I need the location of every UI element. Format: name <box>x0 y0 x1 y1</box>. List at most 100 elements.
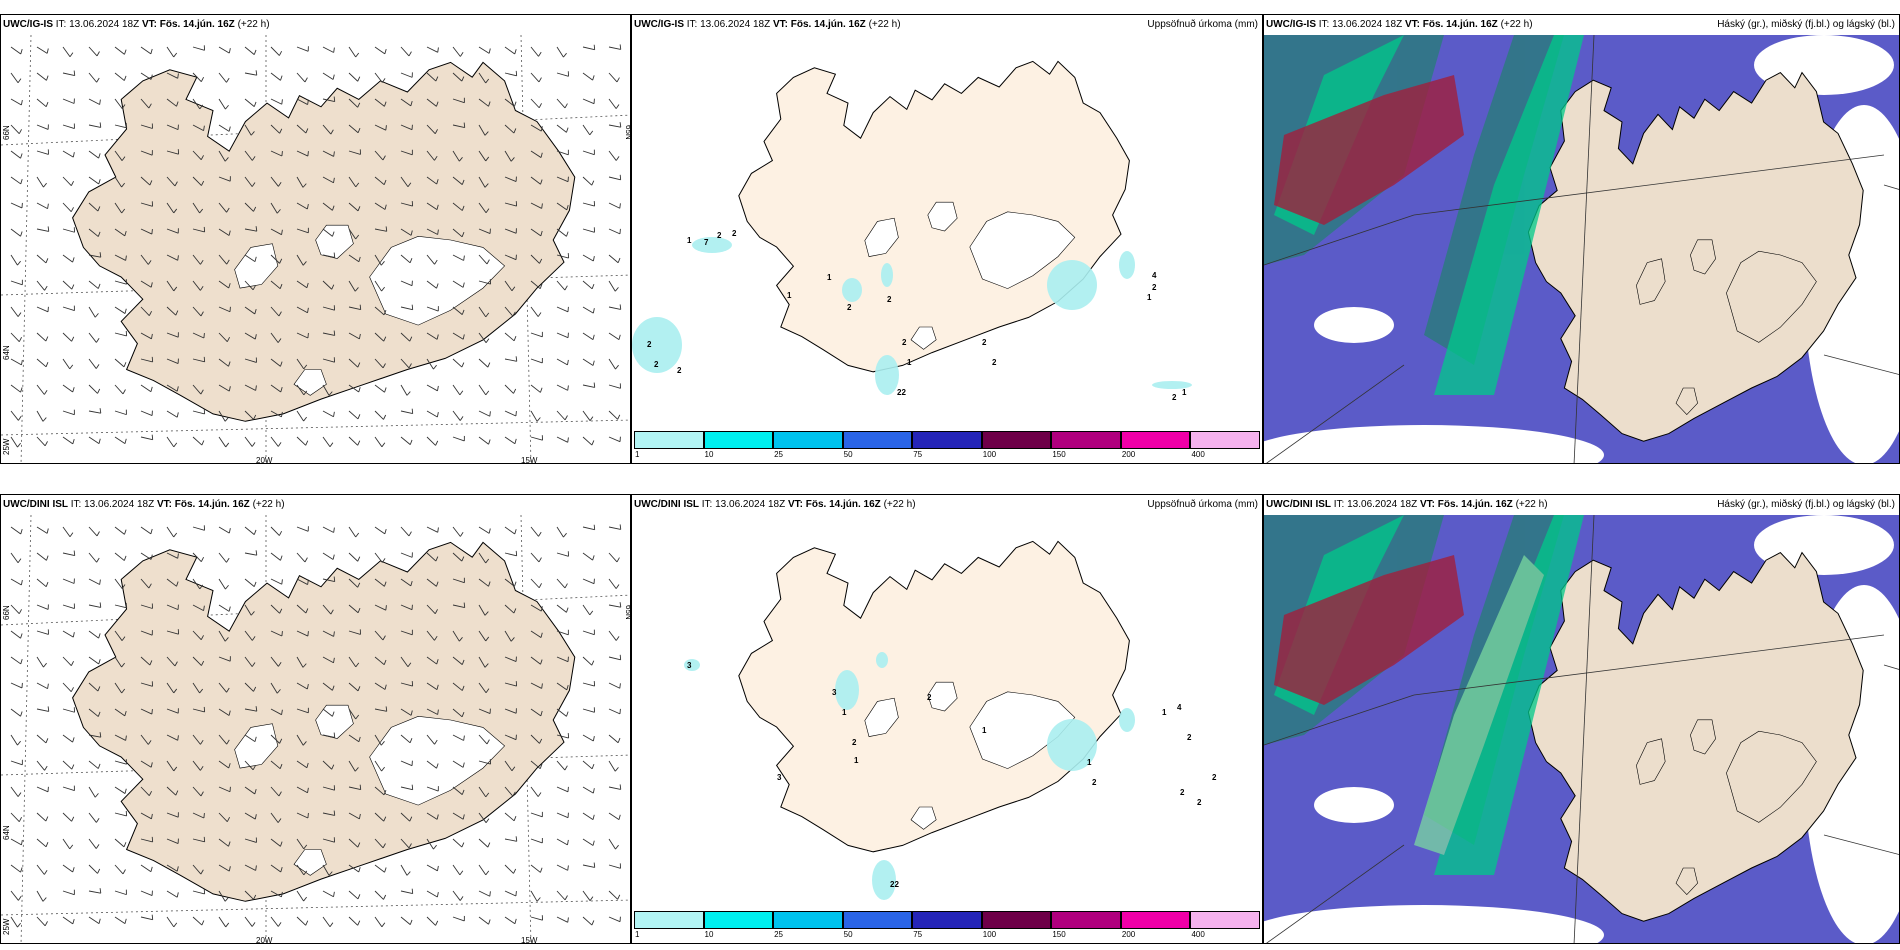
wind-barb-flag <box>45 816 49 822</box>
glacier-outline <box>293 849 327 876</box>
lon-label: 20W <box>256 456 273 464</box>
wind-barb-flag <box>44 921 48 927</box>
wind-barb <box>36 306 49 313</box>
wind-barb <box>400 786 413 791</box>
wind-barb <box>244 916 253 927</box>
wind-barb-flag <box>380 261 385 266</box>
wind-barb <box>296 864 305 876</box>
wind-barb <box>322 760 333 770</box>
wind-barb <box>400 682 413 687</box>
wind-barb-flag <box>307 151 309 157</box>
wind-barb-flag <box>435 920 439 926</box>
wind-barb <box>62 98 75 104</box>
wind-barb <box>10 708 21 717</box>
wind-barb-flag <box>357 894 361 900</box>
wind-barb-flag <box>411 304 414 310</box>
iceland-coast <box>738 540 1130 853</box>
wind-barb <box>556 228 567 237</box>
wind-barb-flag <box>96 51 100 57</box>
wind-barb <box>504 176 517 182</box>
wind-barb-flag <box>279 763 283 769</box>
wind-barb-flag <box>385 226 388 232</box>
wind-barb-flag <box>278 311 282 317</box>
wind-barb <box>270 306 280 317</box>
wind-barb <box>166 864 178 872</box>
wind-barb-flag <box>511 766 516 772</box>
wind-barb <box>166 436 175 448</box>
wind-barb <box>478 306 487 318</box>
colorbar-swatch <box>912 911 982 929</box>
wind-barb <box>348 734 360 743</box>
wind-barb-flag <box>514 918 517 924</box>
wind-barb <box>426 760 437 769</box>
wind-barb-flag <box>384 101 387 107</box>
wind-barb-flag <box>277 818 282 823</box>
wind-barb-flag <box>277 922 282 927</box>
wind-barb <box>348 436 359 446</box>
wind-barb-flag <box>151 434 154 440</box>
wind-barb-flag <box>226 207 230 213</box>
wind-barb-flag <box>122 389 126 395</box>
wind-barb-flag <box>382 635 386 641</box>
wind-barb-flag <box>42 897 47 902</box>
wind-barb-flag <box>593 862 596 868</box>
wind-barb <box>10 552 19 563</box>
wind-barb-flag <box>434 609 438 614</box>
wind-barb <box>218 410 226 422</box>
wind-barb <box>244 46 255 55</box>
wind-barb <box>140 46 152 55</box>
wind-barb <box>608 150 617 161</box>
wind-barb <box>556 760 566 771</box>
colorbar-swatch <box>773 431 843 449</box>
wind-barb-flag <box>121 584 126 589</box>
wind-barb <box>244 838 257 843</box>
wind-barb <box>270 838 281 847</box>
wind-barb-flag <box>47 683 49 689</box>
wind-barb-flag <box>383 179 387 185</box>
wind-barb <box>530 552 540 563</box>
wind-barb-flag <box>203 332 205 339</box>
wind-barb <box>140 332 152 340</box>
wind-barb-flag <box>332 711 335 717</box>
wind-barb-flag <box>540 632 543 638</box>
wind-barb <box>140 72 152 80</box>
wind-barb <box>270 708 282 716</box>
wind-barb <box>426 176 437 185</box>
wind-barb-flag <box>251 182 256 187</box>
precip-value: 2 <box>982 338 987 347</box>
wind-barb <box>296 708 309 714</box>
precip-value: 1 <box>687 236 692 245</box>
wind-barb-flag <box>619 44 622 50</box>
wind-barb-flag <box>43 182 47 188</box>
wind-barb <box>426 864 438 872</box>
wind-barb-flag <box>331 284 335 290</box>
wind-barb-flag <box>176 581 179 587</box>
wind-barb <box>452 864 461 876</box>
wind-barb-flag <box>99 888 102 894</box>
wind-barb <box>296 526 309 532</box>
red-cloud-layer <box>1274 555 1464 705</box>
wind-barb-flag <box>306 282 309 288</box>
wind-barb <box>166 228 179 234</box>
wind-barb <box>504 98 515 107</box>
wind-barb <box>322 202 333 211</box>
wind-barb-flag <box>619 203 621 209</box>
wind-barb <box>270 410 282 418</box>
wind-barb-flag <box>513 815 517 821</box>
glacier-outline <box>1675 387 1698 416</box>
wind-barb <box>608 98 617 109</box>
wind-barb <box>88 46 98 57</box>
wind-barb-flag <box>176 866 179 872</box>
wind-barb-flag <box>228 386 231 392</box>
wind-barb-flag <box>276 689 281 694</box>
wind-barb <box>62 526 71 537</box>
wind-barb <box>270 358 281 367</box>
wind-barb-flag <box>462 814 465 820</box>
wind-barb <box>556 578 566 589</box>
wind-barb <box>582 526 595 531</box>
wind-barb-flag <box>176 386 179 392</box>
wind-barb-flag <box>359 304 362 310</box>
wind-barb <box>270 176 279 187</box>
wind-barb <box>88 864 98 874</box>
glacier-outline <box>1636 258 1666 305</box>
